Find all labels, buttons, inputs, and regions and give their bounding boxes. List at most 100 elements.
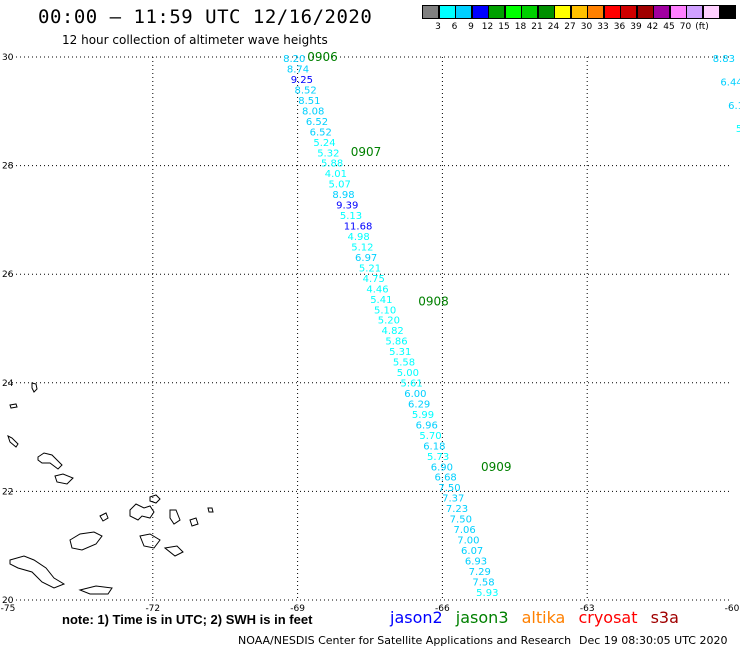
colorbar-label: 18: [514, 22, 527, 32]
swh-value: 6.44: [720, 77, 740, 88]
island-outline: [169, 509, 181, 525]
swh-value: 5.70: [419, 431, 441, 442]
colorbar-label: 39: [630, 22, 642, 32]
map-title: 00:00 – 11:59 UTC 12/16/2020: [38, 6, 373, 28]
lon-tick-label: -63: [580, 604, 595, 614]
swh-value: 9.39: [336, 201, 358, 212]
swh-value: 9.25: [291, 75, 313, 86]
sat-cryosat: cryosat: [578, 608, 638, 627]
colorbar-swatch: [719, 5, 736, 19]
island-outline: [129, 503, 155, 521]
island-outline: [189, 517, 199, 527]
swh-value: 4.46: [366, 284, 388, 295]
swh-value: 5.24: [313, 138, 335, 149]
swh-value: 6.52: [310, 127, 332, 138]
island-outline: [9, 555, 66, 589]
swh-value: 6.17: [728, 101, 740, 112]
note-text: note: 1) Time is in UTC; 2) SWH is in fe…: [62, 612, 313, 627]
colorbar-units: (ft): [695, 22, 709, 32]
swh-value: 6.18: [423, 441, 445, 452]
colorbar-label: 30: [580, 22, 593, 32]
swh-value: 6.00: [404, 389, 426, 400]
colorbar-label: 45: [663, 22, 675, 32]
lat-tick-label: 24: [2, 379, 14, 389]
lat-tick-label: 26: [2, 270, 14, 280]
colorbar-label: 33: [597, 22, 609, 32]
swh-value: 7.58: [472, 577, 494, 588]
swh-value: 5.99: [412, 410, 434, 421]
swh-value: 5.93: [476, 588, 498, 599]
lon-tick-label: -69: [290, 604, 305, 614]
swh-value: 8.98: [332, 190, 354, 201]
swh-value: 5.32: [317, 148, 339, 159]
time-label: 0908: [418, 294, 449, 308]
map-subtitle: 12 hour collection of altimeter wave hei…: [62, 33, 328, 47]
swh-value: 6.52: [306, 117, 328, 128]
swh-value: 7.06: [453, 525, 475, 536]
swh-value: 4.82: [382, 326, 404, 337]
island-outline: [207, 507, 214, 513]
island-outline: [69, 531, 103, 551]
swh-value: 5.10: [374, 305, 396, 316]
swh-value: 8.20: [283, 54, 305, 65]
swh-value: 7.00: [457, 536, 479, 547]
lon-tick-label: -75: [1, 604, 16, 614]
island-outline: [149, 494, 161, 504]
swh-value: 8.83: [713, 54, 735, 65]
swh-value: 7.50: [438, 483, 460, 494]
colorbar-label: 6: [451, 22, 458, 32]
swh-value: 5.07: [329, 180, 351, 191]
time-label: 0909: [481, 460, 512, 474]
footer-credit: NOAA/NESDIS Center for Satellite Applica…: [238, 634, 572, 647]
island-outline: [78, 585, 113, 595]
island-outline: [99, 512, 109, 522]
swh-value: 5.21: [359, 263, 381, 274]
swh-value: 6.97: [355, 253, 377, 264]
time-label: 0906: [307, 50, 338, 64]
swh-value: 7.50: [450, 515, 472, 526]
swh-value: 8.51: [298, 96, 320, 107]
swh-value: 5.88: [321, 159, 343, 170]
swh-value: 5.12: [351, 242, 373, 253]
swh-value: 5.31: [389, 347, 411, 358]
time-label: 0907: [351, 145, 382, 159]
swh-value: 5.61: [400, 379, 422, 390]
swh-value: 6.68: [435, 473, 457, 484]
swh-value: 6.07: [461, 546, 483, 557]
swh-value: 7.37: [442, 494, 464, 505]
island-outline: [7, 435, 19, 448]
sat-jason3: jason3: [455, 608, 509, 627]
satellite-legend: jason2 jason3 altika cryosat s3a: [390, 608, 687, 627]
colorbar-label: 15: [498, 22, 510, 32]
swh-value: 5.41: [370, 295, 392, 306]
island-outline: [163, 545, 184, 557]
swh-value: 6.29: [408, 399, 430, 410]
swh-value: 7.23: [446, 504, 468, 515]
colorbar-label: 12: [481, 22, 494, 32]
lon-tick-label: -60: [725, 604, 740, 614]
swh-value: 5.00: [397, 368, 419, 379]
swh-value: 8.52: [294, 85, 316, 96]
colorbar-label: 42: [646, 22, 659, 32]
colorbar-label: 21: [531, 22, 543, 32]
sat-jason2: jason2: [390, 608, 443, 627]
swh-value: 8.08: [302, 106, 324, 117]
colorbar-label: 3: [435, 22, 441, 32]
swh-value: 4.98: [347, 232, 369, 243]
lat-tick-label: 28: [2, 162, 14, 172]
island-outline: [139, 533, 161, 549]
colorbar-label: 36: [613, 22, 626, 32]
swh-value: 8.74: [287, 65, 309, 76]
swh-value: 4.01: [325, 169, 347, 180]
island-outline: [37, 452, 63, 470]
island-outline: [9, 403, 18, 409]
sat-altika: altika: [521, 608, 566, 627]
island-outline: [54, 473, 74, 485]
colorbar-label: 70: [679, 22, 692, 32]
swh-value: 6.96: [416, 420, 438, 431]
island-outline: [31, 382, 38, 393]
footer-timestamp: Dec 19 08:30:05 UTC 2020: [579, 634, 728, 647]
sat-s3a: s3a: [650, 608, 679, 627]
lat-tick-label: 20: [2, 596, 14, 606]
